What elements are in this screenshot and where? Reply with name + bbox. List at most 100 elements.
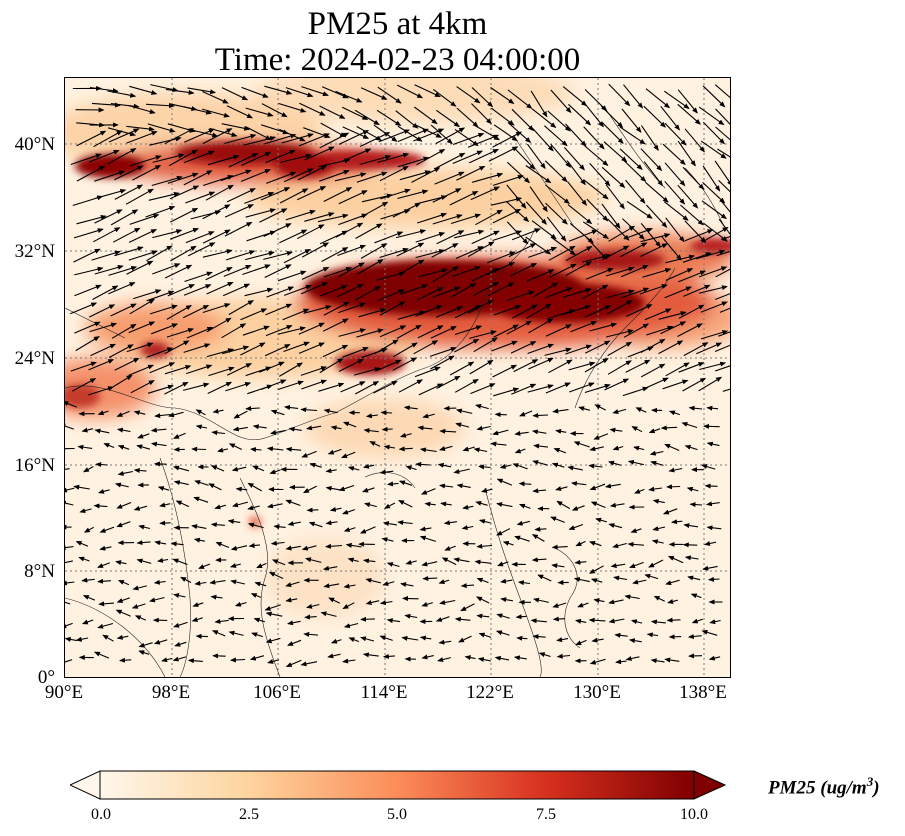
wind-arrow xyxy=(624,594,640,600)
wind-arrow xyxy=(432,214,463,225)
wind-arrow xyxy=(701,227,729,243)
wind-arrow xyxy=(328,597,341,604)
wind-arrow xyxy=(261,124,289,135)
wind-arrow xyxy=(703,423,720,429)
wind-arrow xyxy=(568,523,584,530)
wind-arrow xyxy=(658,311,687,320)
wind-arrow xyxy=(94,428,110,434)
wind-arrow xyxy=(525,165,552,184)
wind-arrow xyxy=(645,181,669,203)
wind-arrow xyxy=(492,131,522,148)
wind-arrow xyxy=(325,485,340,491)
wind-arrow xyxy=(337,244,367,257)
wind-arrow xyxy=(210,594,223,600)
wind-arrow xyxy=(150,427,167,433)
wind-arrow xyxy=(94,209,123,224)
wind-arrow xyxy=(129,213,160,225)
wind-arrow xyxy=(231,466,247,472)
wind-arrow xyxy=(471,172,504,183)
wind-arrow xyxy=(506,161,531,184)
wind-arrow xyxy=(492,209,522,224)
wind-arrow xyxy=(126,131,158,144)
wind-arrow xyxy=(545,382,571,394)
wind-arrow xyxy=(284,404,299,410)
wind-arrow xyxy=(186,326,214,339)
wind-arrow xyxy=(534,526,547,532)
wind-arrow xyxy=(341,451,356,459)
wind-arrow xyxy=(198,563,211,569)
lon-tick-90e: 90°E xyxy=(44,682,84,703)
wind-arrow xyxy=(187,242,216,257)
wind-arrow xyxy=(128,229,158,243)
wind-arrow xyxy=(413,128,445,142)
map-title: PM25 at 4km xyxy=(307,6,488,42)
wind-arrow xyxy=(487,282,515,297)
wind-arrow xyxy=(462,446,475,452)
wind-arrow xyxy=(323,187,353,202)
wind-arrow xyxy=(169,207,199,223)
wind-arrow xyxy=(682,166,705,190)
wind-arrow xyxy=(222,283,251,297)
wind-arrow xyxy=(342,126,370,139)
wind-arrow xyxy=(492,230,523,242)
wind-arrow xyxy=(363,428,379,434)
wind-arrow xyxy=(690,593,702,599)
wind-arrow xyxy=(496,613,510,619)
wind-arrow xyxy=(323,583,340,589)
wind-arrow xyxy=(477,657,491,662)
wind-arrow xyxy=(665,217,685,243)
wind-arrow xyxy=(228,443,243,450)
wind-arrow xyxy=(706,405,719,411)
wind-arrow xyxy=(545,202,568,225)
wind-arrow xyxy=(548,245,576,261)
wind-arrow xyxy=(436,230,465,245)
wind-arrow xyxy=(668,467,683,473)
wind-arrow xyxy=(253,617,265,623)
wind-arrow xyxy=(134,615,147,621)
wind-arrow xyxy=(449,191,479,206)
wind-arrow xyxy=(422,413,435,419)
wind-arrow xyxy=(267,659,280,664)
colorbar-tick-2-5: 2.5 xyxy=(239,806,259,823)
wind-arrow xyxy=(89,322,118,333)
wind-arrow xyxy=(571,505,585,511)
wind-arrow xyxy=(254,581,267,587)
wind-arrow xyxy=(550,89,572,114)
wind-arrow xyxy=(642,268,672,278)
wind-arrow xyxy=(533,597,549,603)
wind-arrow xyxy=(119,657,132,663)
wind-arrow xyxy=(472,281,500,297)
wind-arrow xyxy=(169,149,198,167)
wind-arrow xyxy=(562,86,588,107)
wind-arrow xyxy=(646,632,659,638)
wind-arrow xyxy=(319,105,346,119)
wind-arrow xyxy=(288,426,302,432)
wind-arrow xyxy=(165,88,195,95)
wind-arrow xyxy=(93,227,121,243)
wind-arrow xyxy=(569,382,595,393)
wind-arrow xyxy=(400,582,414,588)
wind-arrow xyxy=(303,305,332,314)
wind-arrow xyxy=(212,408,224,414)
wind-arrow xyxy=(469,330,497,339)
wind-arrow xyxy=(702,565,718,571)
wind-arrow xyxy=(440,501,452,507)
wind-arrow xyxy=(224,133,257,145)
wind-arrow xyxy=(545,184,570,205)
wind-arrow xyxy=(170,245,197,262)
wind-arrow xyxy=(83,466,94,473)
wind-arrow xyxy=(419,526,432,532)
wind-arrow xyxy=(229,657,246,663)
wind-arrow xyxy=(359,154,392,166)
wind-arrow xyxy=(201,108,230,118)
wind-arrow xyxy=(159,520,171,526)
wind-arrow xyxy=(415,461,431,467)
wind-arrow xyxy=(630,528,642,533)
wind-arrow xyxy=(342,347,369,358)
wind-arrow xyxy=(222,345,250,355)
wind-arrow xyxy=(270,429,286,435)
wind-arrow xyxy=(317,213,349,223)
wind-arrow xyxy=(431,243,459,258)
wind-arrow xyxy=(422,575,438,581)
wind-arrow xyxy=(65,560,74,564)
